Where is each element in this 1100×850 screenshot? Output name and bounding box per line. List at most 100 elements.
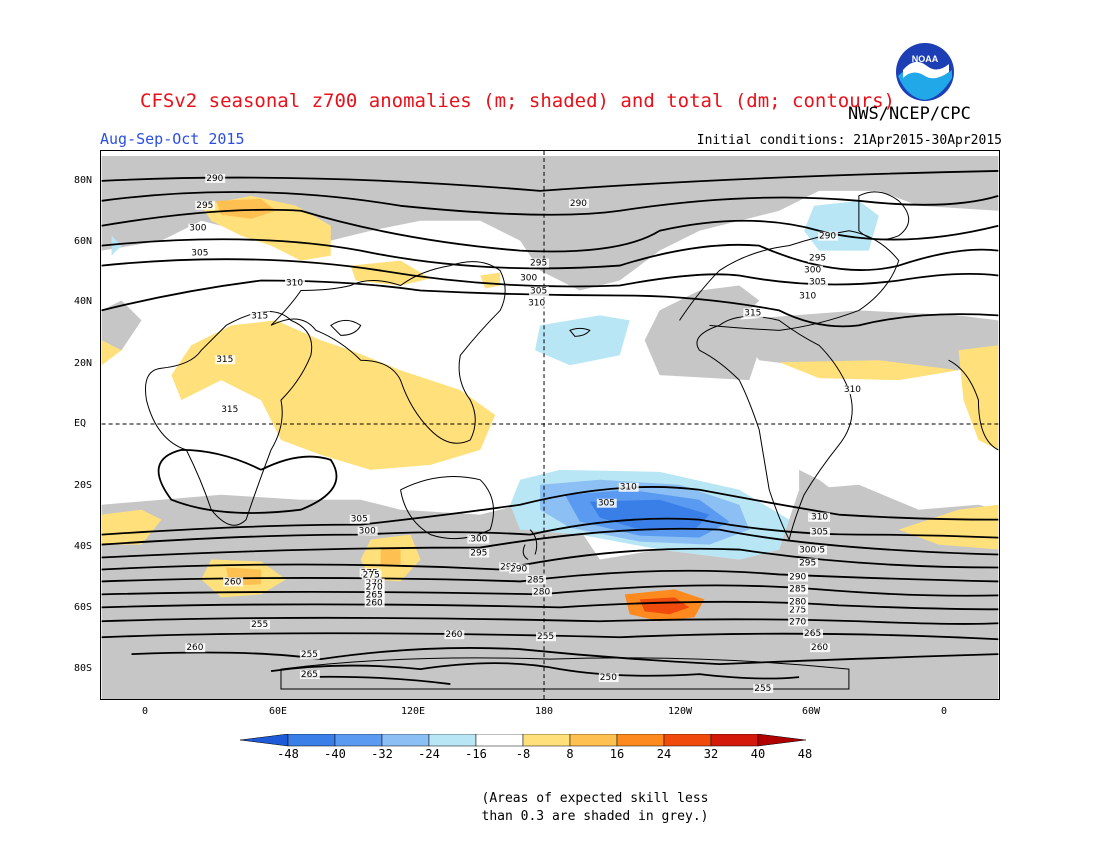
- contour-label: 270: [364, 582, 385, 592]
- colorbar-tick-label: -48: [277, 747, 299, 761]
- contour-label: 300: [803, 266, 824, 276]
- contour-label: 265: [364, 590, 385, 600]
- chart-title: CFSv2 seasonal z700 anomalies (m; shaded…: [140, 90, 895, 112]
- contour-label: 300: [188, 224, 209, 234]
- contour-value: 305: [191, 249, 208, 259]
- contour-value: 290: [206, 174, 223, 184]
- colorbar-tick-label: -32: [371, 747, 393, 761]
- colorbar-tick-label: 8: [566, 747, 573, 761]
- contour-label: 300: [469, 535, 490, 545]
- noaa-logo: NOAA: [895, 42, 955, 102]
- contour-value: 290: [570, 199, 587, 209]
- lon-label: 120W: [668, 706, 693, 717]
- contour-label: 260: [364, 598, 385, 608]
- contour-labels: 2902953003053103152953003053102902902953…: [185, 174, 863, 694]
- colorbar-tick-label: 32: [704, 747, 718, 761]
- contour-value: 265: [366, 590, 383, 600]
- lat-label: 60S: [74, 602, 93, 613]
- contour-value: 255: [754, 684, 771, 694]
- contour-value: 260: [186, 643, 203, 653]
- contour-label: 305: [190, 249, 211, 259]
- contour-value: 300: [799, 546, 816, 556]
- contour-label: 255: [299, 650, 320, 660]
- contour-value: 305: [530, 286, 547, 296]
- colorbar-box: [381, 734, 430, 747]
- contour-label: 310: [842, 385, 863, 395]
- contour-label: 280: [788, 597, 809, 607]
- svg-text:NOAA: NOAA: [912, 54, 939, 64]
- contour-value: 260: [811, 643, 828, 653]
- colorbar-legend: -48 -40 -32 -24 -16 -8 8 16 24 32 40 48: [240, 734, 812, 761]
- contour-value: 295: [470, 549, 487, 559]
- contour-label: 255: [250, 620, 271, 630]
- colorbar-arrow-high: [757, 734, 807, 747]
- contour-label: 295: [195, 201, 216, 211]
- contour-label: 305: [596, 499, 617, 509]
- contour-label: 275: [361, 570, 382, 580]
- initial-conditions-label: Initial conditions: 21Apr2015-30Apr2015: [696, 133, 1002, 148]
- lat-label: 60N: [74, 236, 93, 247]
- lat-label: 40S: [74, 541, 93, 552]
- colorbar-tick-label: -16: [465, 747, 487, 761]
- contour-value: 315: [744, 308, 761, 318]
- contour-value: 295: [799, 558, 816, 568]
- contour-label: 265: [299, 670, 320, 680]
- contour-value: 290: [500, 562, 517, 572]
- colorbar-tick-label: 16: [610, 747, 624, 761]
- agency-label: NWS/NCEP/CPC: [848, 104, 971, 124]
- contour-value: 255: [301, 650, 318, 660]
- contour-value: 305: [351, 515, 368, 525]
- lon-label: 0: [940, 706, 948, 717]
- contour-value: 310: [844, 385, 861, 395]
- contour-value: 255: [251, 620, 268, 630]
- colorbar-box: [475, 734, 524, 747]
- contour-value: 300: [804, 266, 821, 276]
- contour-value: 290: [819, 232, 836, 242]
- contour-label: 315: [250, 311, 271, 321]
- contour-value: 305: [809, 278, 826, 288]
- contour-value: 300: [470, 535, 487, 545]
- contour-value: 280: [789, 597, 806, 607]
- contour-label: 315: [220, 405, 241, 415]
- colorbar-box: [710, 734, 759, 747]
- contour-label: 275: [788, 605, 809, 615]
- lon-label: 180: [534, 706, 554, 717]
- contour-value: 310: [528, 298, 545, 308]
- contour-value: 255: [537, 632, 554, 642]
- contour-label: 295: [469, 549, 490, 559]
- colorbar-arrow-low: [240, 734, 289, 747]
- colorbar-tick-label: -24: [418, 747, 440, 761]
- contour-value: 310: [286, 279, 303, 289]
- contour-value: 295: [530, 259, 547, 269]
- footnote-line-2: than 0.3 are shaded in grey.): [481, 809, 709, 824]
- lat-label: 40N: [74, 296, 93, 307]
- contour-value: 315: [216, 355, 233, 365]
- contour-value: 310: [620, 483, 637, 493]
- contour-label: 300: [519, 274, 540, 284]
- season-label: Aug-Sep-Oct 2015: [100, 130, 245, 148]
- lat-label: 80N: [74, 175, 93, 186]
- colorbar-box: [287, 734, 336, 747]
- contour-label: 315: [215, 355, 236, 365]
- contour-label: 260: [444, 630, 465, 640]
- contour-label: 295: [529, 259, 550, 269]
- contour-value: 310: [811, 513, 828, 523]
- anomaly-map: 2902953003053103152953003053102902902953…: [100, 150, 1000, 700]
- contour-label: 250: [598, 673, 619, 683]
- contour-value: 260: [366, 598, 383, 608]
- contour-value: 315: [221, 405, 238, 415]
- colorbar-box: [522, 734, 571, 747]
- skill-footnote: (Areas of expected skill less than 0.3 a…: [0, 790, 1100, 826]
- contour-label: 310: [810, 513, 830, 523]
- lat-label: 20N: [74, 358, 93, 369]
- lat-label: 80S: [74, 663, 93, 674]
- contour-label: 285: [788, 584, 809, 594]
- contour-label: 310: [527, 298, 548, 308]
- contour-value: 250: [600, 673, 617, 683]
- contour-value: 285: [527, 575, 544, 585]
- colorbar-tick-label: 48: [798, 747, 812, 761]
- contour-value: 265: [301, 670, 318, 680]
- colorbar-tick-label: -8: [516, 747, 530, 761]
- colorbar-box: [569, 734, 618, 747]
- contour-label: 265: [803, 629, 824, 639]
